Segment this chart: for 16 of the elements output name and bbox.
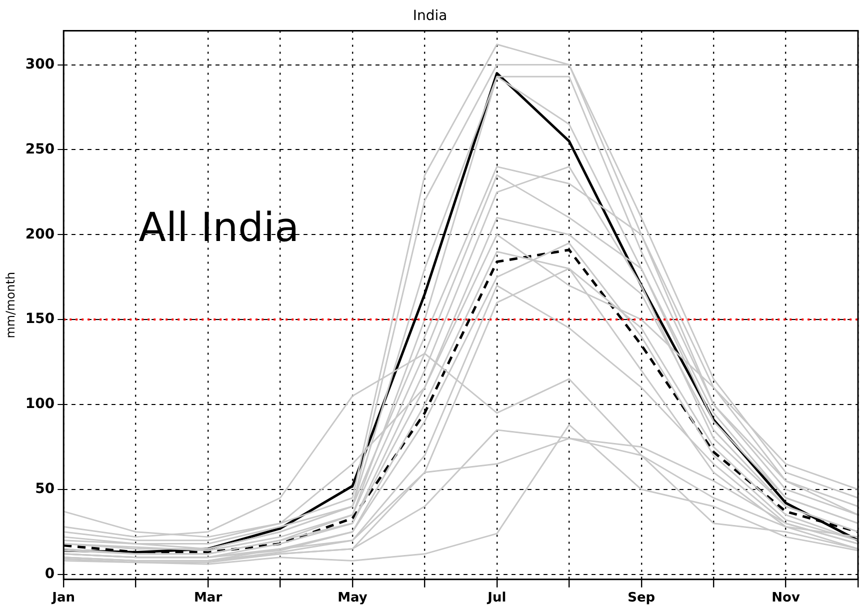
annotation: All India [138, 205, 300, 252]
y-tick-label: 300 [25, 56, 55, 72]
y-axis-title: mm/month [3, 272, 18, 338]
x-tick-label: Nov [772, 590, 800, 606]
x-tick-label: Mar [194, 590, 223, 606]
y-tick-label: 150 [25, 311, 55, 328]
y-tick-label: 50 [35, 481, 55, 498]
chart-title: India [412, 8, 448, 24]
y-tick-label: 0 [44, 566, 55, 582]
y-tick-label: 250 [25, 141, 55, 158]
x-tick-label: May [338, 590, 368, 606]
y-tick-label: 200 [25, 226, 55, 242]
x-tick-label: Jul [486, 590, 506, 606]
x-tick-label: Sep [628, 590, 656, 606]
x-tick-label: Jan [51, 590, 76, 606]
y-tick-label: 100 [25, 396, 55, 412]
